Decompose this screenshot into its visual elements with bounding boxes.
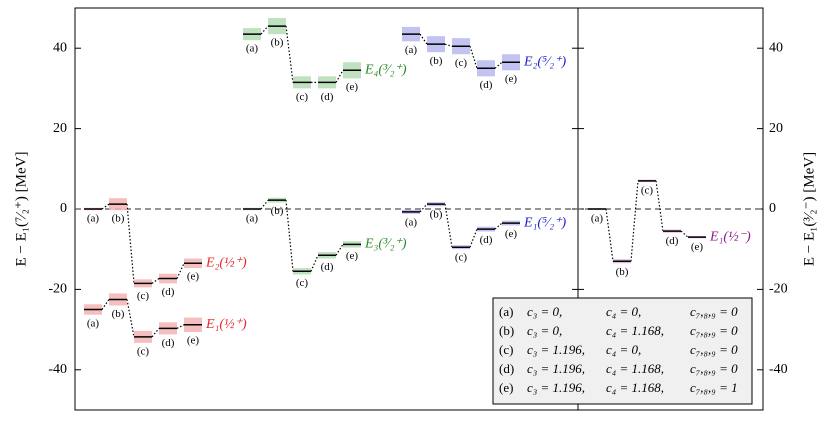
level-label: (e): [187, 271, 200, 283]
level-label: (a): [591, 212, 604, 224]
level-label: (a): [87, 317, 100, 329]
legend-text: c₃ = 1.196,: [527, 380, 585, 395]
connector: [419, 33, 503, 69]
legend-text: (e): [499, 380, 513, 395]
y-tick-label: 40: [53, 40, 67, 55]
level-label: (d): [321, 261, 334, 273]
legend-text: c₃ = 0,: [527, 304, 562, 319]
series-label: E₁(½⁺): [205, 317, 247, 332]
level-label: (b): [112, 308, 125, 320]
level-label: (d): [162, 337, 175, 349]
level-label: (e): [691, 241, 704, 253]
series-label: E₂(⁵⁄₂⁺): [523, 54, 567, 69]
y-axis-label: E − E₁(⁷⁄₂⁺) [MeV]: [13, 152, 29, 267]
legend-text: (d): [499, 361, 514, 376]
level-label: (c): [137, 290, 150, 302]
level-label: (d): [666, 235, 679, 247]
series-label: E₄(³⁄₂⁺): [364, 63, 407, 78]
legend-text: c₇,₈,₉ = 0: [690, 323, 738, 338]
level-label: (c): [137, 345, 150, 357]
legend-text: c₇,₈,₉ = 1: [690, 380, 738, 395]
y-tick-label: 20: [53, 121, 67, 136]
level-label: (e): [505, 73, 518, 85]
legend-text: c₇,₈,₉ = 0: [690, 304, 738, 319]
level-label: (e): [346, 250, 359, 262]
level-label: (a): [246, 43, 259, 55]
y-tick-label: -40: [48, 362, 67, 377]
y2-axis-label: E − E₁(³⁄₂⁻) [MeV]: [801, 152, 817, 266]
series-label: E₁(⁵⁄₂⁺): [523, 215, 567, 230]
legend-text: c₄ = 1.168,: [606, 361, 664, 376]
legend-text: c₃ = 1.196,: [527, 342, 585, 357]
y-tick-label: -20: [48, 282, 67, 297]
legend-text: c₃ = 1.196,: [527, 361, 585, 376]
y2-tick-label: 20: [769, 121, 783, 136]
legend-text: c₄ = 0,: [606, 342, 641, 357]
legend-box: [492, 297, 753, 405]
level-label: (d): [480, 79, 493, 91]
connector: [419, 203, 503, 248]
level-label: (e): [187, 335, 200, 347]
legend-text: c₃ = 0,: [527, 323, 562, 338]
y2-tick-label: 40: [769, 40, 783, 55]
level-label: (b): [616, 266, 629, 278]
level-label: (d): [162, 286, 175, 298]
legend-text: (a): [499, 304, 513, 319]
level-label: (b): [112, 213, 125, 225]
level-label: (e): [346, 81, 359, 93]
y2-tick-label: -40: [769, 362, 788, 377]
legend-text: c₄ = 1.168,: [606, 323, 664, 338]
connector: [101, 203, 185, 284]
level-label: (b): [271, 205, 284, 217]
level-label: (c): [641, 185, 654, 197]
y2-tick-label: 0: [769, 201, 776, 216]
level-label: (a): [246, 213, 259, 225]
legend-text: (c): [499, 342, 513, 357]
level-label: (b): [430, 55, 443, 67]
level-label: (e): [505, 228, 518, 240]
series-label: E₃(³⁄₂⁺): [364, 237, 407, 252]
level-label: (a): [405, 44, 418, 56]
level-label: (c): [455, 57, 468, 69]
level-label: (b): [430, 209, 443, 221]
level-label: (c): [296, 91, 309, 103]
connector: [260, 199, 344, 272]
legend-text: c₇,₈,₉ = 0: [690, 361, 738, 376]
level-label: (b): [271, 37, 284, 49]
connector: [260, 25, 344, 83]
level-label: (c): [455, 252, 468, 264]
level-label: (a): [87, 213, 100, 225]
legend-text: c₇,₈,₉ = 0: [690, 342, 738, 357]
level-label: (d): [480, 234, 493, 246]
legend-text: c₄ = 1.168,: [606, 380, 664, 395]
series-label: E₂(½⁺): [205, 255, 247, 270]
level-label: (a): [405, 216, 418, 228]
level-label: (c): [296, 277, 309, 289]
series-label: E₁(½⁻): [709, 229, 751, 244]
legend-text: c₄ = 0,: [606, 304, 641, 319]
legend-text: (b): [499, 323, 514, 338]
y-tick-label: 0: [60, 201, 67, 216]
level-label: (d): [321, 91, 334, 103]
y2-tick-label: -20: [769, 282, 788, 297]
